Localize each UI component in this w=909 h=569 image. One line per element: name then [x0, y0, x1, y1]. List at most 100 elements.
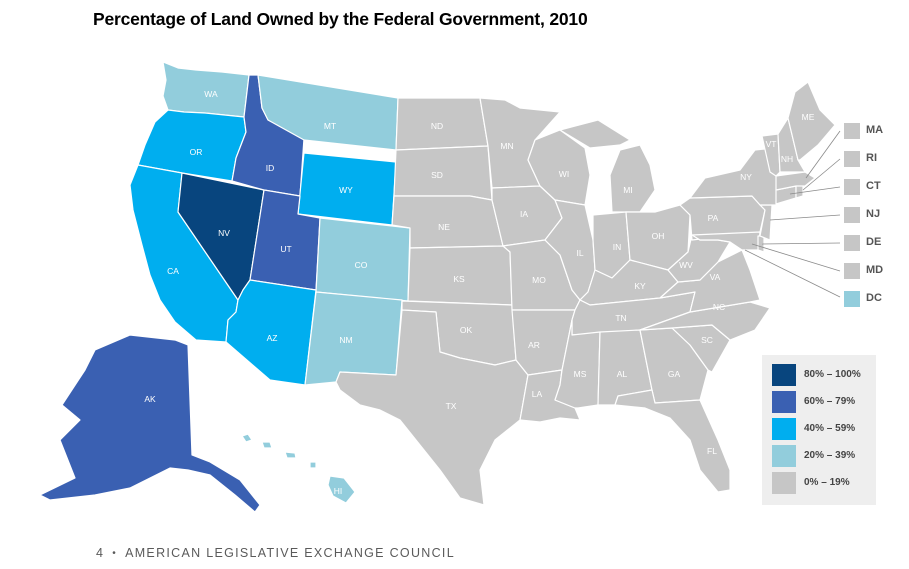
label-ak: AK	[144, 394, 156, 404]
callout-label-ct: CT	[866, 180, 881, 192]
organization-name: AMERICAN LEGISLATIVE EXCHANGE COUNCIL	[125, 546, 455, 560]
label-fl: FL	[707, 446, 717, 456]
footer: 4 • AMERICAN LEGISLATIVE EXCHANGE COUNCIL	[96, 546, 455, 560]
legend-item: 20% – 39%	[772, 445, 872, 467]
legend-item: 0% – 19%	[772, 472, 872, 494]
callout-item-ri: RI	[844, 151, 904, 167]
callout-swatch-dc	[844, 291, 860, 307]
state-nh	[777, 117, 806, 173]
callout-swatch-ct	[844, 179, 860, 195]
label-co: CO	[355, 260, 368, 270]
label-wy: WY	[339, 185, 353, 195]
state-sd	[393, 145, 493, 201]
label-ok: OK	[460, 325, 473, 335]
label-wi: WI	[559, 169, 569, 179]
callout-item-dc: DC	[844, 291, 904, 307]
legend-item: 80% – 100%	[772, 364, 872, 386]
label-tn: TN	[615, 313, 626, 323]
legend-label: 80% – 100%	[804, 369, 861, 380]
state-ri	[795, 184, 804, 199]
label-ca: CA	[167, 266, 179, 276]
legend: 80% – 100% 60% – 79% 40% – 59% 20% – 39% 0% …	[762, 355, 876, 505]
legend-item: 40% – 59%	[772, 418, 872, 440]
label-nv: NV	[218, 228, 230, 238]
label-nd: ND	[431, 121, 443, 131]
state-labels: WA OR CA NV ID MT WY UT CO AZ NM ND SD N…	[144, 89, 814, 496]
callout-label-ri: RI	[866, 152, 877, 164]
label-ms: MS	[574, 369, 587, 379]
callout-label-nj: NJ	[866, 208, 881, 220]
state-vt	[761, 133, 781, 177]
callout-label-de: DE	[866, 236, 882, 248]
label-nc: NC	[713, 302, 725, 312]
state-tx	[335, 309, 529, 506]
label-va: VA	[710, 272, 721, 282]
callout-swatch-ri	[844, 151, 860, 167]
map-title: Percentage of Land Owned by the Federal …	[93, 9, 588, 29]
label-or: OR	[190, 147, 203, 157]
callout-label-ma: MA	[866, 124, 884, 136]
label-nh: NH	[781, 154, 793, 164]
label-ia: IA	[520, 209, 528, 219]
label-hi: HI	[334, 486, 343, 496]
callout-swatch-ma	[844, 123, 860, 139]
callout-item-ct: CT	[844, 179, 904, 195]
legend-label: 40% – 59%	[804, 423, 856, 434]
label-ar: AR	[528, 340, 540, 350]
label-al: AL	[617, 369, 628, 379]
callout-lines	[744, 130, 841, 298]
label-ks: KS	[453, 274, 465, 284]
label-wv: WV	[679, 260, 693, 270]
label-ne: NE	[438, 222, 450, 232]
callout-swatch-md	[844, 263, 860, 279]
state-fl	[614, 389, 731, 493]
label-me: ME	[802, 112, 815, 122]
label-tx: TX	[446, 401, 457, 411]
legend-swatch	[772, 418, 796, 440]
footer-separator: •	[112, 548, 118, 559]
legend-label: 20% – 39%	[804, 450, 856, 461]
label-ut: UT	[280, 244, 291, 254]
label-mn: MN	[500, 141, 513, 151]
legend-label: 0% – 19%	[804, 477, 850, 488]
state-ak	[39, 334, 261, 513]
legend-swatch	[772, 472, 796, 494]
state-hi	[241, 433, 356, 504]
state-ny	[689, 147, 779, 206]
label-nm: NM	[339, 335, 352, 345]
label-sd: SD	[431, 170, 443, 180]
state-me	[787, 81, 836, 161]
label-in: IN	[613, 242, 622, 252]
legend-item: 60% – 79%	[772, 391, 872, 413]
label-mo: MO	[532, 275, 546, 285]
label-la: LA	[532, 389, 543, 399]
state-nm	[304, 291, 403, 386]
label-az: AZ	[267, 333, 278, 343]
legend-label: 60% – 79%	[804, 396, 856, 407]
label-ga: GA	[668, 369, 681, 379]
label-ky: KY	[634, 281, 646, 291]
callout-item-nj: NJ	[844, 207, 904, 223]
callout-swatch-de	[844, 235, 860, 251]
callout-item-ma: MA	[844, 123, 904, 139]
callout-item-md: MD	[844, 263, 904, 279]
page-number: 4	[96, 546, 105, 560]
callout-label-dc: DC	[866, 292, 882, 304]
legend-swatch	[772, 364, 796, 386]
legend-swatch	[772, 445, 796, 467]
label-il: IL	[576, 248, 583, 258]
label-wa: WA	[204, 89, 218, 99]
label-ny: NY	[740, 172, 752, 182]
label-sc: SC	[701, 335, 713, 345]
legend-swatch	[772, 391, 796, 413]
callout-label-md: MD	[866, 264, 884, 276]
callout-swatch-nj	[844, 207, 860, 223]
callout-item-de: DE	[844, 235, 904, 251]
label-oh: OH	[652, 231, 665, 241]
label-mt: MT	[324, 121, 336, 131]
label-pa: PA	[708, 213, 719, 223]
state-mi	[559, 119, 656, 213]
label-mi: MI	[623, 185, 632, 195]
label-vt: VT	[766, 139, 777, 149]
